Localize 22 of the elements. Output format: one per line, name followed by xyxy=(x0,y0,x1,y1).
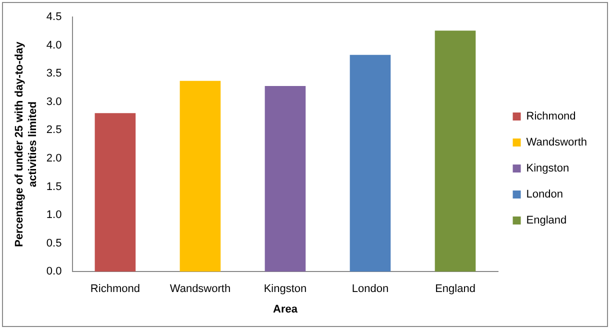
y-axis-title: Percentage of under 25 with day-to-day activities limited xyxy=(14,40,39,247)
x-tick-label: Richmond xyxy=(90,283,140,296)
y-tick-label: 1.5 xyxy=(46,180,62,193)
x-axis-title: Area xyxy=(273,303,298,316)
y-tick-label: 3.5 xyxy=(46,68,62,80)
y-tick-label: 0.5 xyxy=(46,237,62,250)
y-tick-label: 2.5 xyxy=(46,124,62,136)
legend-label: Richmond xyxy=(526,110,576,123)
y-tick-label: 2.0 xyxy=(46,152,62,164)
y-tick-label: 0.0 xyxy=(46,266,62,278)
legend-label: London xyxy=(526,188,563,201)
x-tick-label: Kingston xyxy=(264,283,307,296)
legend-label: Kingston xyxy=(526,162,570,175)
y-tick-label: 1.0 xyxy=(46,209,62,222)
legend-label: Wandsworth xyxy=(526,136,588,149)
y-tick-label: 4.5 xyxy=(46,11,62,24)
x-tick-label: Wandsworth xyxy=(170,283,231,296)
y-tick-label: 4.0 xyxy=(46,39,62,52)
legend-label: England xyxy=(526,214,567,227)
x-tick-label: London xyxy=(352,283,389,296)
x-tick-label: England xyxy=(435,283,476,296)
y-tick-label: 3.0 xyxy=(46,96,62,108)
